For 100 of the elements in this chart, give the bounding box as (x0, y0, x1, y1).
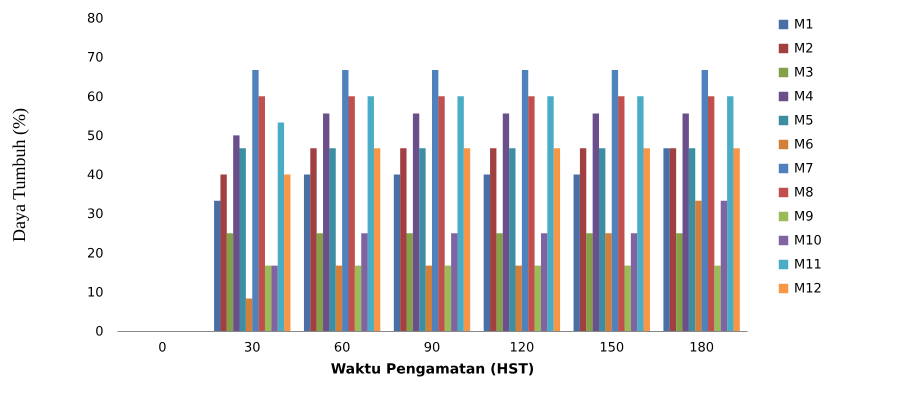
bar (688, 148, 696, 331)
bar (670, 148, 676, 331)
bar (502, 113, 510, 331)
bar (599, 148, 606, 331)
bar (733, 148, 740, 331)
x-tick-label: 30 (244, 340, 261, 356)
bar (336, 266, 342, 331)
bar (240, 148, 246, 331)
bar (348, 96, 355, 331)
bar (444, 266, 452, 331)
legend-label: M9 (794, 210, 814, 224)
bar (528, 96, 535, 331)
bar (624, 266, 631, 331)
bar (695, 200, 702, 331)
bar (534, 266, 541, 331)
bar (618, 96, 624, 331)
bar (554, 148, 560, 331)
bar (284, 174, 290, 331)
bar (374, 148, 380, 331)
x-tick-label: 150 (599, 340, 624, 356)
legend-label: M7 (794, 162, 814, 176)
legend-label: M4 (794, 90, 814, 104)
legend-label: M12 (794, 282, 822, 296)
bar (682, 113, 689, 331)
legend-label: M2 (794, 42, 814, 56)
bar (264, 266, 272, 331)
bar (432, 70, 438, 331)
bar (329, 148, 336, 331)
bar (586, 233, 593, 331)
x-tick-label: 120 (509, 340, 534, 356)
bar (394, 174, 400, 331)
bar (310, 148, 317, 331)
bar (304, 174, 310, 331)
bar (419, 148, 426, 331)
bar (516, 266, 522, 331)
legend-label: M10 (794, 234, 822, 248)
bar (361, 233, 368, 331)
y-tick-label: 70 (86, 50, 104, 66)
legend-label: M5 (794, 114, 814, 128)
legend-label: M6 (794, 138, 814, 152)
bar (676, 233, 683, 331)
bar (271, 266, 278, 331)
bar (496, 233, 503, 331)
bar (354, 266, 362, 331)
bar (484, 174, 490, 331)
bar (438, 96, 445, 331)
bar (580, 148, 586, 331)
y-tick-label: 60 (86, 90, 104, 105)
bar (342, 70, 348, 331)
bar (258, 96, 265, 331)
legend-label: M1 (794, 18, 814, 32)
bar (316, 233, 324, 331)
y-tick-label: 80 (86, 12, 104, 26)
legend-label: M3 (794, 66, 814, 80)
bar (426, 266, 432, 331)
x-tick-label: 0 (158, 340, 167, 356)
bar (220, 174, 227, 331)
bar (727, 96, 734, 331)
y-tick-label: 40 (86, 168, 104, 183)
bar (547, 96, 554, 331)
y-tick-label: 10 (86, 285, 104, 300)
legend-label: M11 (794, 258, 822, 272)
bar (714, 266, 721, 331)
bar (708, 96, 714, 331)
bar (702, 70, 708, 331)
bar (400, 148, 407, 331)
bar (540, 233, 548, 331)
x-tick-label: 60 (334, 340, 350, 356)
bar (457, 96, 464, 331)
bar (522, 70, 528, 331)
bar (252, 70, 259, 331)
bar (605, 233, 612, 331)
bar (226, 233, 234, 331)
y-axis-title: Daya Tumbuh (%) (8, 108, 29, 242)
bar (644, 148, 650, 331)
legend-label: M8 (794, 186, 814, 200)
x-axis-title: Waktu Pengamatan (HST) (330, 362, 534, 378)
x-tick-label: 180 (689, 340, 714, 356)
bar (720, 200, 728, 331)
bar (368, 96, 374, 331)
bar (574, 174, 580, 331)
bar (637, 96, 644, 331)
bar (246, 298, 252, 331)
bar (323, 113, 330, 331)
bar (464, 148, 470, 331)
bar (406, 233, 413, 331)
bar (412, 113, 420, 331)
bar (509, 148, 516, 331)
bar (214, 200, 220, 331)
bar (278, 122, 284, 331)
bar (663, 148, 670, 331)
bar (630, 233, 638, 331)
x-tick-label: 90 (424, 340, 440, 356)
bar (592, 113, 600, 331)
bar (233, 135, 240, 331)
y-tick-label: 0 (95, 324, 104, 340)
y-tick-label: 30 (86, 207, 104, 222)
y-tick-label: 20 (86, 246, 104, 262)
bar (451, 233, 458, 331)
bar (490, 148, 496, 331)
